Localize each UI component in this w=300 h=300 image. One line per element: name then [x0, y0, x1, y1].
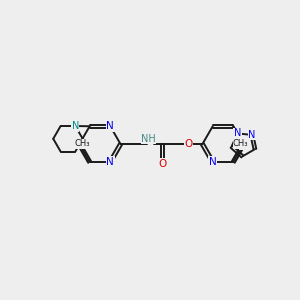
Text: N: N: [240, 139, 248, 149]
Text: N: N: [106, 121, 114, 131]
Text: CH₃: CH₃: [74, 140, 90, 148]
Text: N: N: [106, 157, 114, 167]
Text: NH: NH: [141, 134, 156, 144]
Text: O: O: [184, 139, 192, 149]
Text: N: N: [234, 128, 241, 138]
Text: O: O: [158, 158, 166, 169]
Text: N: N: [72, 121, 79, 131]
Text: N: N: [209, 157, 217, 167]
Text: N: N: [248, 130, 256, 140]
Text: CH₃: CH₃: [233, 140, 248, 148]
